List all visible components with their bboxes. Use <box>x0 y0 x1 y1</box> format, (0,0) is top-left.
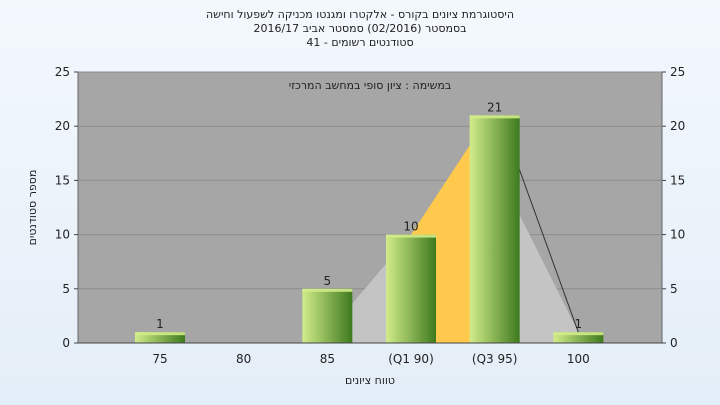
y-axis-label: מספר סטודנטים <box>26 170 39 246</box>
y-tick-label-right: 0 <box>670 336 678 350</box>
y-tick-label-right: 10 <box>670 228 685 242</box>
x-tick-label: (Q3 95) <box>472 352 518 366</box>
data-label: 5 <box>324 274 332 288</box>
y-tick-label-left: 5 <box>62 282 70 296</box>
y-tick-label-right: 20 <box>670 119 685 133</box>
bar-cap <box>134 332 185 336</box>
x-tick-label: (Q1 90) <box>388 352 434 366</box>
x-tick-label: 75 <box>152 352 167 366</box>
bar <box>469 115 520 343</box>
y-tick-label-left: 15 <box>55 173 70 187</box>
data-label: 1 <box>156 317 164 331</box>
y-tick-label-left: 20 <box>55 119 70 133</box>
bar-cap <box>385 234 436 238</box>
y-tick-label-right: 5 <box>670 282 678 296</box>
bar-cap <box>553 332 604 336</box>
x-tick-label: 85 <box>320 352 335 366</box>
x-tick-label: 100 <box>567 352 590 366</box>
bar <box>134 332 185 343</box>
x-axis-label: טווח ציונים <box>345 374 395 387</box>
title-line-2: בסמסטר (02/2016) סמסטר אביב 2016/17 <box>253 22 467 35</box>
data-label: 1 <box>575 317 583 331</box>
data-label: 10 <box>403 220 418 234</box>
chart-subtitle: במשימה : ציון סופי במחשב המרכזי <box>289 79 452 92</box>
y-tick-label-left: 10 <box>55 228 70 242</box>
chart-title: היסטוגרמת ציונים בקורס - אלקטרו ומגנטו מ… <box>0 8 720 50</box>
title-line-3: סטודנטים רשומים - 41 <box>306 36 414 49</box>
y-tick-label-right: 25 <box>670 65 685 79</box>
data-label: 21 <box>487 100 502 114</box>
y-tick-label-left: 25 <box>55 65 70 79</box>
bar <box>302 288 353 343</box>
x-tick-label: 80 <box>236 352 251 366</box>
y-tick-label-left: 0 <box>62 336 70 350</box>
bar <box>553 332 604 343</box>
bar-cap <box>302 288 353 292</box>
bar-cap <box>469 115 520 119</box>
bar <box>385 234 436 343</box>
y-tick-label-right: 15 <box>670 173 685 187</box>
title-line-1: היסטוגרמת ציונים בקורס - אלקטרו ומגנטו מ… <box>205 8 515 21</box>
